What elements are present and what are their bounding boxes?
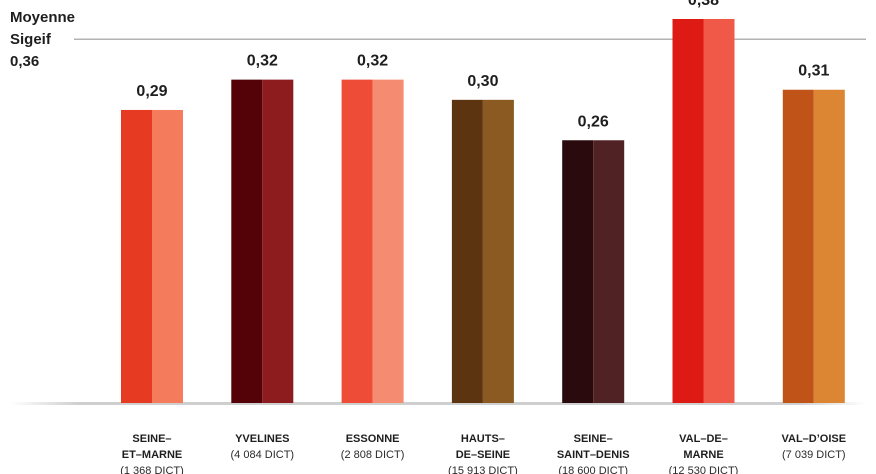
bar-hauts-de-seine	[451, 99, 514, 403]
bar-left-half	[672, 19, 704, 403]
value-label: 0,30	[467, 73, 498, 90]
category-label: SEINE– SAINT–DENIS (18 600 DICT)	[557, 433, 630, 474]
value-label: 0,31	[798, 63, 829, 80]
category-name-line: HAUTS–	[461, 433, 505, 445]
bar-left-half	[121, 109, 152, 404]
category-name-line: MARNE	[683, 449, 723, 461]
category-name-line: YVELINES	[235, 433, 289, 445]
bar-seine-saint-denis	[562, 140, 625, 403]
category-count: (12 530 DICT)	[669, 465, 739, 474]
category-label: VAL–DE– MARNE (12 530 DICT)	[669, 433, 739, 474]
average-label-line-1: Moyenne	[10, 9, 75, 26]
bar-left-half	[782, 89, 814, 403]
category-label: SEINE– ET–MARNE (1 368 DICT)	[120, 433, 184, 474]
average-value: 0,36	[10, 53, 39, 70]
bar-right-half	[593, 140, 625, 403]
bar-right-half	[372, 79, 404, 403]
value-label: 0,32	[357, 53, 388, 70]
category-label: ESSONNE (2 808 DICT)	[341, 433, 405, 461]
average-label-line-2: Sigeif	[10, 31, 52, 48]
bar-right-half	[813, 89, 845, 403]
category-name-line: VAL–D’OISE	[782, 433, 847, 445]
value-label: 0,29	[136, 83, 167, 100]
category-name-line: ESSONNE	[346, 433, 400, 445]
category-count: (4 084 DICT)	[231, 449, 295, 461]
category-name-line: ET–MARNE	[122, 449, 183, 461]
category-name-line: VAL–DE–	[679, 433, 728, 445]
value-label: 0,38	[688, 0, 719, 9]
category-name-line: SEINE–	[574, 433, 613, 445]
category-name-line: DE–SEINE	[456, 449, 510, 461]
category-label: YVELINES (4 084 DICT)	[231, 433, 295, 461]
bar-yvelines	[231, 79, 294, 403]
category-count: (18 600 DICT)	[558, 465, 628, 474]
category-count: (2 808 DICT)	[341, 449, 405, 461]
bar-essonne	[341, 79, 404, 403]
chart-baseline	[10, 402, 866, 405]
category-count: (15 913 DICT)	[448, 465, 518, 474]
bar-right-half	[262, 79, 294, 403]
bar-right-half	[482, 99, 514, 403]
category-name-line: SAINT–DENIS	[557, 449, 630, 461]
category-label: VAL–D’OISE (7 039 DICT)	[782, 433, 847, 461]
bar-left-half	[341, 79, 373, 403]
category-name-line: SEINE–	[132, 433, 171, 445]
value-label: 0,26	[578, 113, 609, 130]
bar-left-half	[231, 79, 263, 403]
value-label: 0,32	[247, 53, 278, 70]
category-count: (7 039 DICT)	[782, 449, 846, 461]
bar-left-half	[451, 99, 483, 403]
bar-val-de-marne	[672, 19, 735, 403]
bar-right-half	[152, 109, 183, 404]
category-label: HAUTS– DE–SEINE (15 913 DICT)	[448, 433, 518, 474]
bar-group: 0,29 SEINE– ET–MARNE (1 368 DICT) 0,32 YVELIN…	[120, 0, 846, 474]
bar-seine-et-marne	[121, 109, 183, 404]
bar-left-half	[562, 140, 594, 403]
bar-right-half	[703, 19, 735, 403]
average-label: Moyenne Sigeif 0,36	[10, 9, 79, 70]
category-count: (1 368 DICT)	[120, 465, 184, 474]
bar-val-d-oise	[782, 89, 845, 403]
